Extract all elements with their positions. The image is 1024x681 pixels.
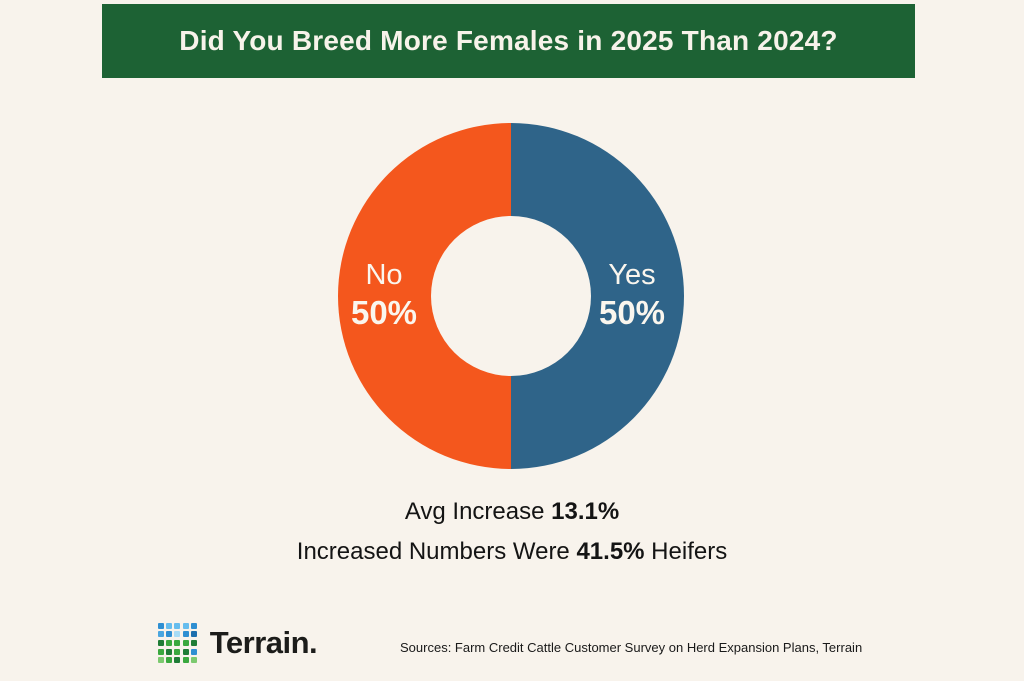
donut-hole: [431, 216, 591, 376]
slice-value-yes: 50%: [598, 294, 666, 331]
stat-avg-increase: Avg Increase 13.1%: [0, 499, 1024, 525]
stat-avg-increase-text: Avg Increase: [404, 498, 552, 525]
stat-avg-increase-value: 13.1%: [551, 498, 620, 525]
slice-label-no: No 50%: [338, 256, 430, 331]
slice-value-no: 50%: [350, 294, 418, 331]
stat-heifers: Increased Numbers Were 41.5% Heifers: [0, 539, 1024, 565]
stat-heifers-text: Increased Numbers Were: [296, 538, 577, 565]
title-banner: Did You Breed More Females in 2025 Than …: [102, 4, 915, 78]
brand-wordmark: Terrain.: [209, 625, 318, 660]
chart-title: Did You Breed More Females in 2025 Than …: [179, 25, 838, 56]
slice-name-yes: Yes: [608, 259, 656, 291]
sources-note: Sources: Farm Credit Cattle Customer Sur…: [400, 640, 863, 655]
terrain-logo-icon: [158, 622, 197, 664]
stat-heifers-value: 41.5%: [576, 538, 645, 565]
terrain-logo: Terrain.: [158, 620, 318, 666]
stat-heifers-suffix: Heifers: [644, 538, 728, 565]
slice-label-yes: Yes 50%: [580, 256, 684, 331]
donut-chart: No 50% Yes 50%: [338, 123, 684, 469]
slice-name-no: No: [365, 259, 403, 291]
